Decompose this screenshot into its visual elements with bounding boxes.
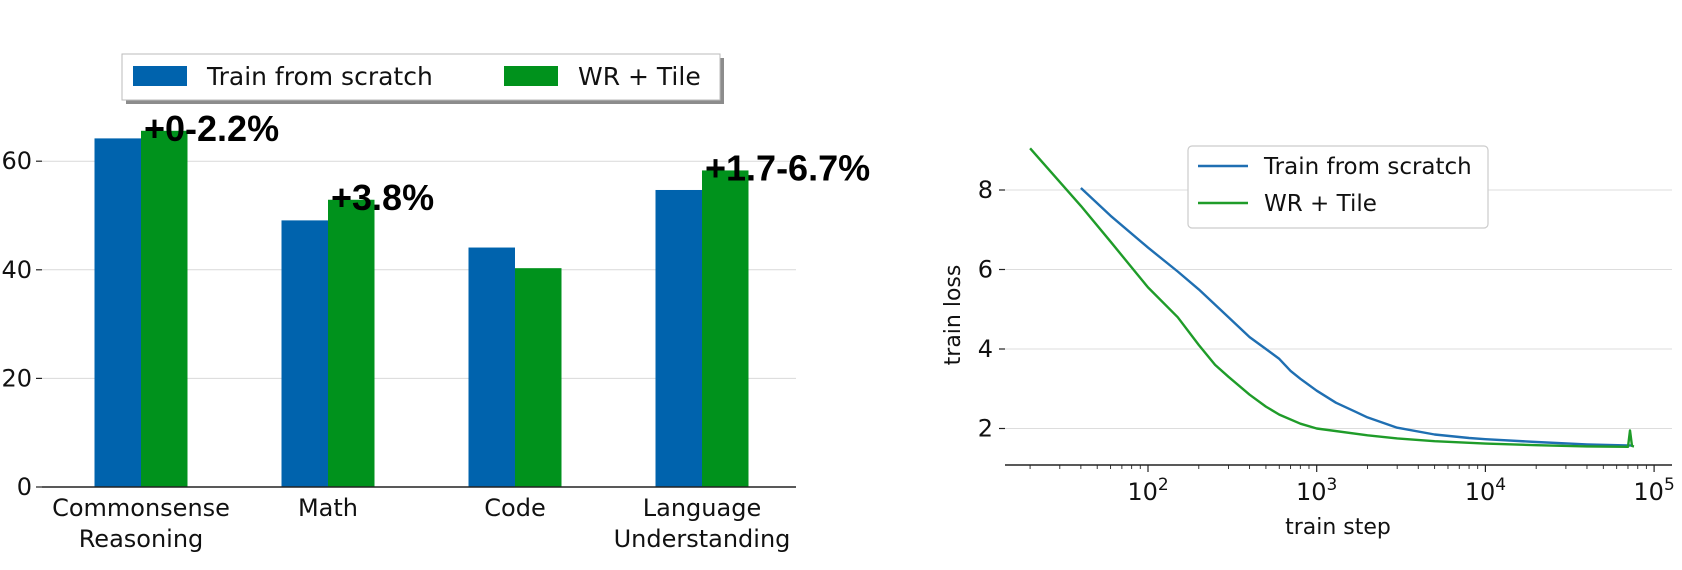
- line-y-tick-label: 2: [978, 415, 993, 443]
- bar-series: [94, 130, 749, 488]
- bar-tile: [328, 199, 375, 488]
- line-legend-label-scratch: Train from scratch: [1263, 154, 1472, 180]
- line-legend-label-tile: WR + Tile: [1264, 191, 1377, 217]
- line-y-tick-label: 6: [978, 256, 993, 284]
- bar-legend-box: [121, 53, 721, 101]
- line-x-tick-label: 103: [1296, 475, 1337, 506]
- line-series-tile: [1029, 147, 1635, 448]
- bar-legend-swatch-scratch: [133, 66, 187, 86]
- bar-y-tick-label: 20: [1, 364, 32, 392]
- bar-legend: Train from scratch WR + Tile: [121, 53, 724, 104]
- line-y-tick-label: 8: [978, 176, 993, 204]
- line-legend-box: [1187, 145, 1489, 229]
- line-series-scratch: [1080, 187, 1634, 447]
- bar-y-tick-label: 60: [1, 147, 32, 175]
- line-x-tick-label: 105: [1633, 475, 1674, 506]
- bar-x-tick-labels: Commonsense Reasoning Math Code Language Unde…: [52, 494, 790, 553]
- line-series: [1029, 147, 1635, 448]
- line-x-axis-label: train step: [1285, 515, 1391, 540]
- bar-legend-label-scratch: Train from scratch: [206, 62, 433, 91]
- line-y-axis-label: train loss: [941, 265, 966, 366]
- line-y-tick-label: 4: [978, 335, 993, 363]
- bar-tile: [515, 268, 562, 487]
- bar-y-tick-labels: 0 20 40 60: [1, 147, 42, 501]
- line-legend: Train from scratch WR + Tile: [1187, 145, 1489, 229]
- bar-x-tick-label: Reasoning: [79, 525, 204, 553]
- bar-scratch: [655, 189, 702, 487]
- line-x-tick-label: 104: [1465, 475, 1506, 506]
- bar-x-tick-label: Language: [643, 494, 761, 522]
- bar-gain-annotation: +3.8%: [331, 177, 434, 218]
- bar-scratch: [281, 220, 328, 487]
- line-y-tick-labels: 2 4 6 8: [978, 176, 1005, 443]
- bar-legend-label-tile: WR + Tile: [578, 62, 701, 91]
- bar-gain-annotation: +0-2.2%: [144, 108, 279, 149]
- line-x-tick-labels: 102 103 104 105: [1029, 465, 1675, 506]
- bar-gain-annotation: +1.7-6.7%: [705, 147, 870, 188]
- bar-chart: 0 20 40 60 Commonsense Reasoning Math Code Lang…: [1, 53, 870, 553]
- bar-x-tick-label: Commonsense: [52, 494, 230, 522]
- bar-annotations: +0-2.2% +3.8% +1.7-6.7%: [144, 108, 870, 218]
- bar-tile: [141, 130, 188, 488]
- bar-scratch: [94, 138, 141, 488]
- bar-y-tick-label: 0: [17, 473, 32, 501]
- bar-y-tick-label: 40: [1, 256, 32, 284]
- bar-x-tick-label: Understanding: [614, 525, 791, 553]
- line-x-tick-label: 102: [1127, 475, 1168, 506]
- bar-x-tick-label: Math: [298, 494, 358, 522]
- bar-scratch: [468, 247, 515, 487]
- bar-tile: [702, 170, 749, 487]
- bar-x-tick-label: Code: [484, 494, 545, 522]
- bar-legend-swatch-tile: [504, 66, 558, 86]
